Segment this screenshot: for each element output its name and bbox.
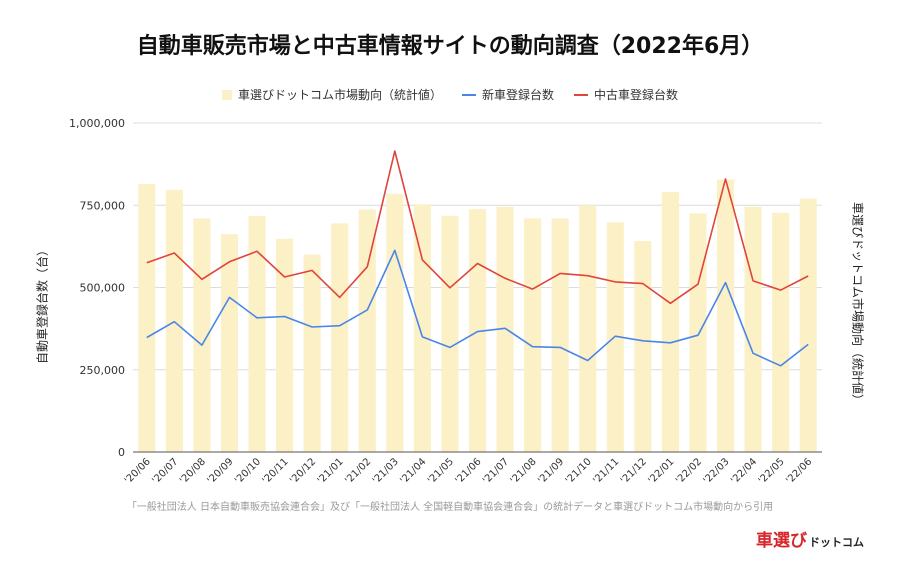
x-tick-label: '21/03 <box>371 456 401 486</box>
bar <box>413 204 431 452</box>
bar <box>468 209 487 452</box>
x-tick-label: '20/08 <box>178 456 208 486</box>
x-tick-label: '21/06 <box>454 456 484 486</box>
x-tick-label: '20/06 <box>123 456 153 486</box>
legend-label-used-car: 中古車登録台数 <box>594 88 679 102</box>
x-tick-label: '22/03 <box>702 456 732 486</box>
x-tick-label: '21/11 <box>591 456 621 486</box>
legend-swatch-new-car <box>461 93 476 96</box>
brand-logo-sub: ドットコム <box>809 536 864 549</box>
bar <box>303 254 321 452</box>
bar <box>248 216 266 452</box>
y-tick-label: 1,000,000 <box>69 117 125 130</box>
legend-item-used-car: 中古車登録台数 <box>574 86 678 103</box>
x-tick-label: '20/10 <box>233 456 263 486</box>
bar <box>331 223 349 452</box>
y-tick-label: 500,000 <box>80 282 126 295</box>
bar <box>138 183 156 453</box>
series-line-new-car <box>146 249 809 367</box>
y-tick-label: 250,000 <box>80 364 126 377</box>
brand-logo: 車選び ドットコム <box>756 526 864 551</box>
x-tick-label: '20/09 <box>205 456 235 486</box>
bar <box>634 241 652 452</box>
chart-legend: 車選びドットコム市場動向（統計値） 新車登録台数 中古車登録台数 <box>0 86 900 103</box>
x-tick-label: '21/02 <box>343 456 373 486</box>
chart-title: 自動車販売市場と中古車情報サイトの動向調査（2022年6月） <box>136 34 764 59</box>
bar <box>661 192 679 452</box>
brand-logo-main: 車選び <box>756 531 807 551</box>
legend-item-new-car: 新車登録台数 <box>461 86 554 103</box>
bar <box>358 209 376 452</box>
x-tick-label: '22/02 <box>674 456 704 486</box>
legend-swatch-market <box>221 89 232 100</box>
bar <box>496 206 514 452</box>
x-tick-label: '21/12 <box>619 456 649 486</box>
x-tick-label: '21/10 <box>564 456 594 486</box>
x-tick-label: '21/04 <box>398 456 428 486</box>
bar <box>386 193 404 453</box>
x-tick-label: '20/07 <box>150 456 180 486</box>
x-tick-label: '21/05 <box>426 456 456 486</box>
bar <box>220 234 239 452</box>
y-tick-label: 0 <box>118 446 125 459</box>
x-tick-label: '21/08 <box>509 456 539 486</box>
x-tick-label: '22/05 <box>757 456 787 486</box>
bar <box>716 179 735 452</box>
x-tick-label: '22/01 <box>646 456 676 486</box>
bar <box>165 189 183 453</box>
bar <box>579 205 597 452</box>
bar <box>441 215 459 452</box>
x-tick-label: '22/06 <box>784 456 814 486</box>
x-tick-label: '20/12 <box>288 456 318 486</box>
bar <box>772 212 790 452</box>
bar <box>276 238 294 452</box>
bar <box>799 198 817 452</box>
x-tick-label: '20/11 <box>261 456 291 486</box>
y-tick-label: 750,000 <box>80 199 126 212</box>
bar <box>744 206 762 452</box>
bar <box>551 218 569 452</box>
x-tick-label: '21/09 <box>536 456 566 486</box>
legend-label-new-car: 新車登録台数 <box>481 88 554 102</box>
x-tick-label: '21/07 <box>481 456 511 486</box>
legend-swatch-used-car <box>574 93 588 96</box>
bar <box>689 213 707 452</box>
legend-item-market: 車選びドットコム市場動向（統計値） <box>221 86 442 103</box>
legend-label-market: 車選びドットコム市場動向（統計値） <box>237 88 442 102</box>
source-note: 「一般社団法人 日本自動車販売協会連合会」及び「一般社団法人 全国軽自動車協会連… <box>126 502 774 513</box>
x-tick-label: '21/01 <box>316 456 346 486</box>
series-line-used-car <box>146 150 809 305</box>
bar <box>524 218 542 452</box>
x-tick-label: '22/04 <box>729 456 759 486</box>
